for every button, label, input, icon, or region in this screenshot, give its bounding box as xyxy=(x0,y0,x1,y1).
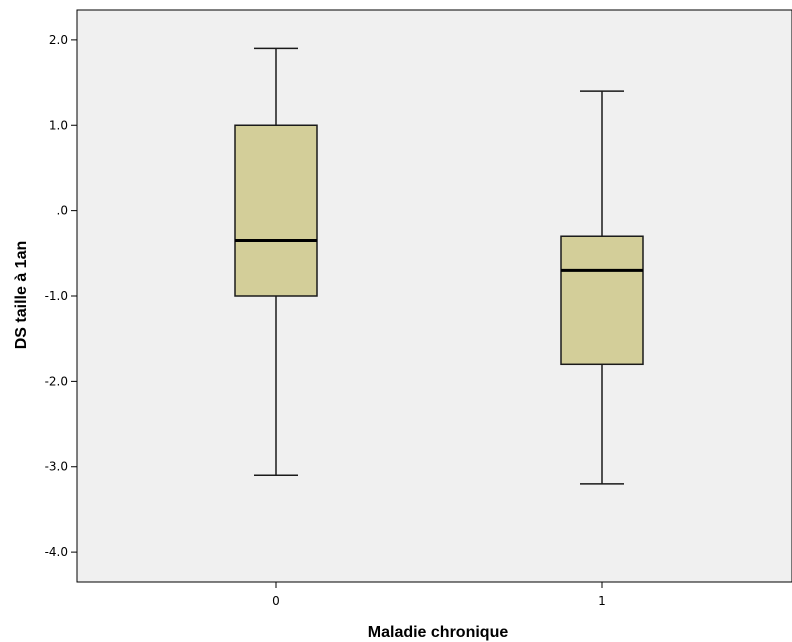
y-tick-label: 1.0 xyxy=(49,118,68,132)
y-tick-label: .0 xyxy=(57,204,68,218)
interquartile-box xyxy=(234,124,318,297)
y-tick-label: -2.0 xyxy=(45,374,68,388)
y-tick-label: -1.0 xyxy=(45,289,68,303)
y-tick-label: -4.0 xyxy=(45,545,68,559)
box-group-0 xyxy=(234,47,318,477)
y-tick-label: -3.0 xyxy=(45,460,68,474)
y-tick-label: 2.0 xyxy=(49,33,68,47)
plot-area-background xyxy=(76,9,792,583)
x-tick-label: 1 xyxy=(598,594,606,608)
box-series xyxy=(234,47,644,485)
box-group-1 xyxy=(560,90,644,485)
interquartile-box xyxy=(560,235,644,366)
y-axis: 2.0 1.0 .0 -1.0 -2.0 -3.0 -4.0 xyxy=(45,33,77,559)
y-axis-title: DS taille à 1an xyxy=(13,241,30,350)
x-tick-label: 0 xyxy=(272,594,280,608)
x-axis-title: Maladie chronique xyxy=(368,624,509,641)
